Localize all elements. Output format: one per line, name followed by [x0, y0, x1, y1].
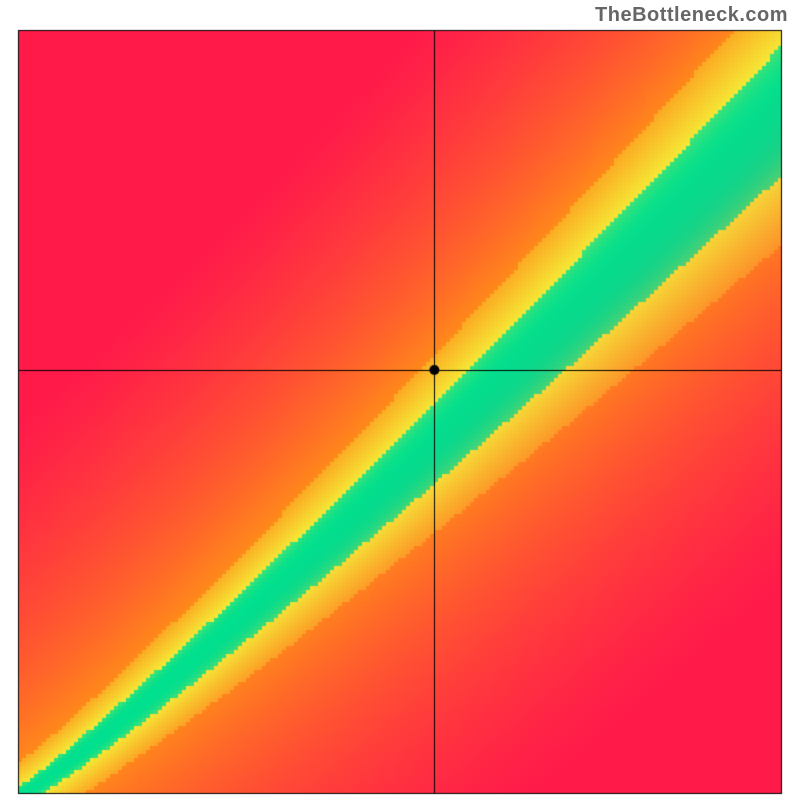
brand-watermark: TheBottleneck.com	[595, 4, 788, 27]
chart-container: TheBottleneck.com	[0, 0, 800, 800]
bottleneck-heatmap	[0, 0, 800, 800]
